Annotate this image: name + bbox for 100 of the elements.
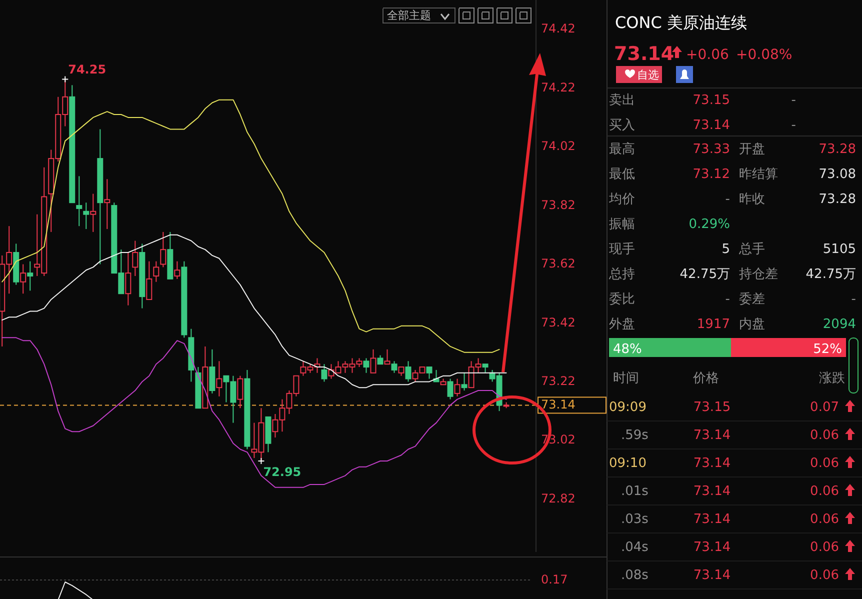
text: 73.28 (818, 192, 856, 207)
text: 73.14 (693, 568, 731, 583)
ref-line-label: 73.14 (541, 397, 576, 412)
text: 0.17 (541, 572, 568, 586)
text: 73.15 (692, 93, 730, 108)
candlestick (321, 364, 328, 382)
text: - (851, 292, 856, 307)
candlestick (125, 252, 132, 306)
text: .59s (621, 428, 649, 443)
text: 0.29% (688, 217, 730, 232)
text: 52% (813, 342, 842, 357)
text: 0.07 (810, 400, 839, 415)
candlestick (90, 193, 96, 232)
y-tick-label: 72.82 (541, 491, 576, 506)
candlestick (153, 260, 160, 282)
y-tick-label: 74.22 (541, 80, 576, 94)
text: 73.15 (693, 400, 731, 415)
y-tick-label: 74.42 (541, 22, 576, 36)
text: +0.08% (736, 47, 792, 63)
annotation: 全部主题 (387, 9, 431, 22)
text: 73.14 (693, 512, 731, 527)
text: .03s (621, 512, 649, 527)
text: 时间 (613, 371, 639, 386)
candlestick (384, 348, 390, 365)
text: 卖出 (609, 93, 635, 108)
text: - (725, 292, 730, 307)
y-tick-label: 73.82 (541, 198, 576, 212)
text: 09:10 (609, 456, 646, 471)
text: 内盘 (739, 317, 765, 332)
candlestick (370, 348, 376, 374)
text: 委差 (739, 292, 765, 307)
candlestick (104, 178, 110, 230)
candlestick (426, 366, 432, 380)
text: 5 (722, 242, 730, 257)
candlestick (160, 231, 166, 268)
text: 09:09 (609, 400, 646, 415)
text: CONC 美原油连续 (615, 13, 747, 32)
text: 42.75万 (806, 267, 856, 282)
text: 73.08 (818, 167, 856, 182)
text: 振幅 (609, 217, 635, 232)
text: 价格 (692, 371, 719, 386)
y-tick-label: 73.62 (541, 256, 576, 271)
candlestick (209, 348, 216, 394)
text: 73.14 (693, 484, 731, 499)
candlestick (216, 360, 222, 397)
candlestick (447, 378, 454, 400)
text: 73.14 (693, 456, 731, 471)
candlestick (76, 176, 82, 227)
text: 均价 (608, 192, 635, 207)
text: 涨跌 (819, 371, 845, 386)
text: 73.12 (692, 167, 730, 182)
text: 0.06 (810, 512, 839, 527)
text: 开盘 (739, 142, 765, 157)
text: 73.28 (818, 142, 856, 157)
text: +0.06 (686, 47, 729, 63)
text: 最高 (609, 141, 635, 157)
candlestick (174, 260, 180, 280)
candlestick (27, 260, 34, 292)
text: 0.06 (810, 428, 839, 443)
text: .04s (621, 540, 649, 555)
text: 0.06 (810, 540, 839, 555)
candlestick (391, 360, 398, 374)
annotation: 74.25 (68, 62, 106, 76)
text: 0.06 (810, 568, 839, 583)
text: .01s (621, 484, 649, 499)
text: 73.14 (614, 43, 674, 65)
y-tick-label: 73.22 (541, 374, 576, 388)
text: 73.14 (693, 428, 731, 443)
line-series (2, 337, 507, 488)
text: 73.14 (693, 540, 731, 555)
text: 委比 (609, 292, 635, 307)
text: 42.75万 (680, 267, 730, 282)
candlestick (405, 360, 412, 382)
text: 现手 (609, 242, 635, 257)
text: 0.06 (810, 456, 839, 471)
candlestick (83, 202, 90, 230)
text: - (725, 192, 730, 207)
text: - (791, 93, 796, 108)
text: 2094 (822, 317, 856, 332)
text: 73.14 (692, 118, 730, 133)
text: 昨收 (739, 192, 765, 207)
y-tick-label: 74.02 (541, 139, 576, 154)
candlestick (237, 375, 244, 409)
candlestick (146, 260, 152, 300)
text: - (791, 118, 796, 133)
text: 总持 (608, 267, 635, 282)
candlestick (454, 378, 460, 397)
line-series (2, 99, 500, 353)
text: 自选 (637, 68, 659, 82)
text: 1917 (696, 317, 730, 332)
text: 5105 (822, 242, 856, 257)
text: 48% (613, 342, 642, 357)
line-series (2, 234, 507, 388)
text: 昨结算 (739, 167, 778, 182)
candlestick (461, 372, 468, 392)
text: 0.06 (810, 484, 839, 499)
annotation: 72.95 (263, 464, 302, 479)
y-tick-label: 73.42 (541, 315, 576, 330)
text: 持仓差 (739, 267, 778, 282)
text: .08s (621, 568, 649, 583)
